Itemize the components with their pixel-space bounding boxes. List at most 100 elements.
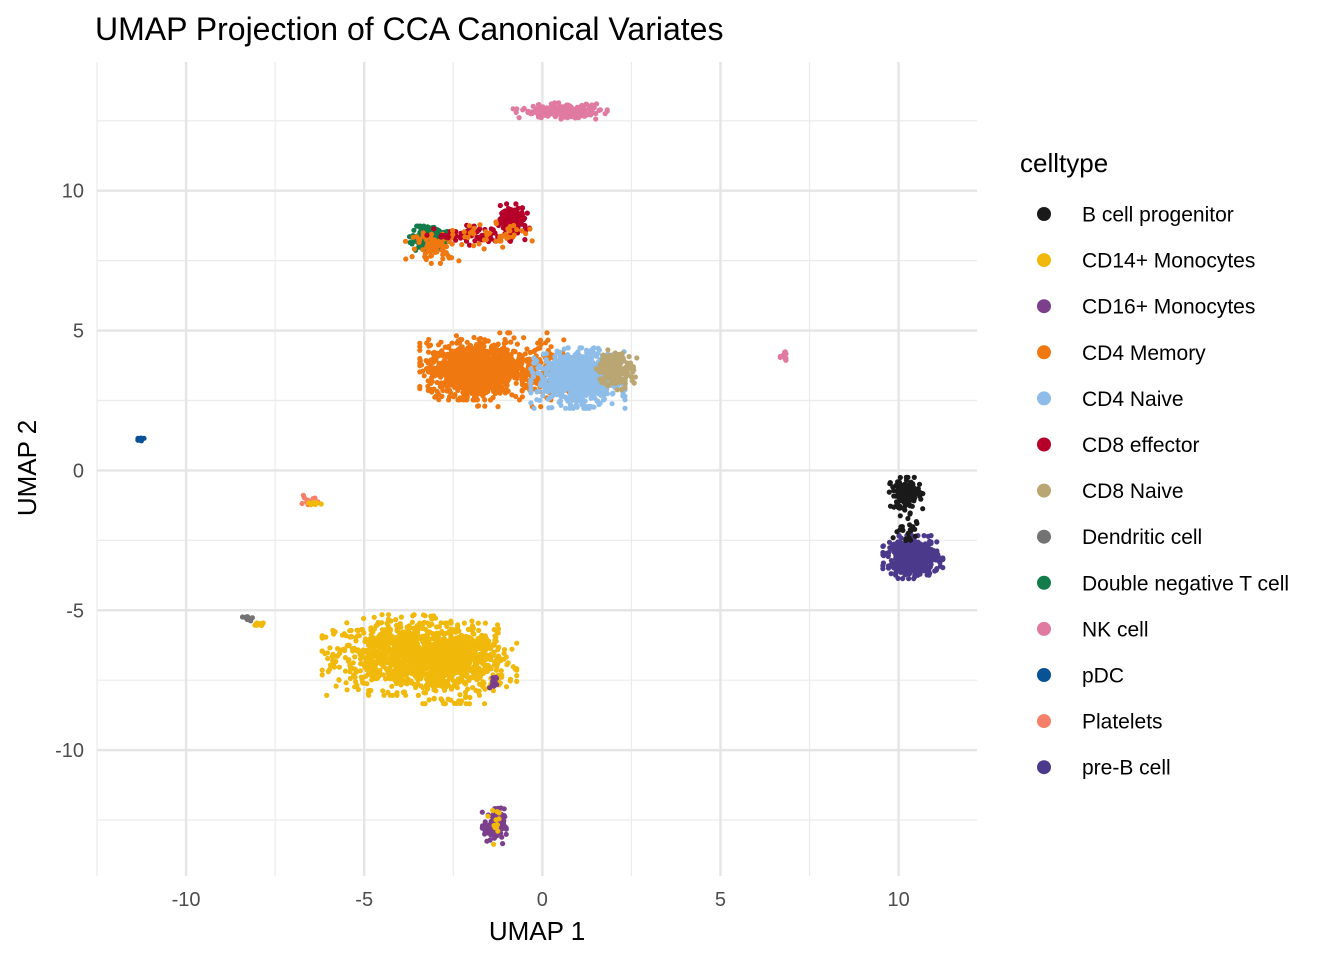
point-cd14-monocytes: [324, 692, 330, 698]
point-b-cell-progenitor: [906, 495, 913, 501]
point-cd4-memory: [437, 260, 443, 266]
point-cd14-monocytes: [355, 686, 361, 693]
point-cd14-monocytes: [409, 667, 415, 673]
point-cd14-monocytes: [366, 692, 372, 698]
point-b-cell-progenitor: [891, 487, 897, 494]
point-cd4-memory: [548, 344, 554, 350]
point-cd14-monocytes: [374, 674, 380, 680]
point-cd4-memory: [453, 381, 459, 387]
point-cd4-naive: [571, 385, 577, 391]
point-cd14-monocytes: [437, 681, 443, 687]
point-cd16-monocytes: [500, 841, 506, 847]
point-cd14-monocytes: [387, 626, 393, 632]
point-cd14-monocytes: [457, 692, 463, 698]
point-nk-cell: [593, 116, 599, 122]
scatter-points: [135, 100, 946, 847]
point-nk-cell: [583, 111, 589, 117]
point-cd14-monocytes: [471, 631, 477, 637]
point-cd14-monocytes: [475, 620, 481, 626]
point-cd14-monocytes: [385, 689, 391, 696]
point-cd8-naive: [605, 347, 611, 353]
point-cd14-monocytes: [448, 634, 454, 641]
point-cd14-monocytes: [365, 663, 372, 669]
point-cd14-monocytes: [389, 654, 395, 660]
point-cd14-monocytes: [488, 651, 494, 657]
point-cd4-memory: [462, 234, 468, 240]
point-cd4-memory: [461, 361, 468, 368]
point-b-cell-progenitor: [911, 474, 917, 480]
point-cd14-monocytes: [446, 628, 452, 634]
point-cd4-naive: [552, 354, 558, 360]
point-cd14-monocytes: [419, 638, 426, 644]
point-nk-cell: [561, 105, 567, 111]
point-cd14-monocytes: [447, 672, 453, 678]
point-cd14-monocytes: [422, 613, 428, 619]
point-cd4-memory: [485, 338, 491, 344]
point-cd14-monocytes: [396, 638, 402, 644]
point-cd14-monocytes: [436, 624, 442, 630]
point-cd14-monocytes: [369, 640, 375, 646]
point-cd14-monocytes: [438, 696, 444, 702]
point-nk-cell: [556, 107, 563, 113]
point-cd14-monocytes: [475, 669, 481, 675]
point-cd8-effector: [431, 226, 437, 232]
point-cd14-monocytes: [372, 665, 379, 672]
point-cd4-naive: [584, 385, 590, 391]
point-cd14-monocytes: [448, 646, 454, 652]
point-nk-cell: [553, 112, 559, 118]
point-cd14-monocytes: [456, 698, 462, 704]
point-nk-cell: [602, 111, 608, 117]
point-cd14-monocytes: [471, 639, 477, 645]
point-cd14-monocytes: [480, 661, 486, 667]
point-cd14-monocytes: [360, 661, 367, 667]
point-cd4-naive: [528, 383, 534, 390]
point-cd8-effector: [513, 201, 519, 207]
point-cd14-monocytes: [376, 660, 382, 666]
point-nk-cell: [783, 355, 789, 361]
point-cd14-monocytes: [395, 634, 401, 640]
point-cd14-monocytes: [394, 654, 400, 660]
point-cd4-naive: [568, 368, 574, 374]
point-cd14-monocytes: [380, 654, 386, 660]
point-cd14-monocytes: [346, 657, 352, 663]
point-cd14-monocytes: [443, 638, 449, 644]
point-cd14-monocytes: [481, 666, 487, 672]
point-cd14-monocytes: [319, 648, 325, 654]
point-cd14-monocytes: [344, 687, 350, 693]
point-cd4-memory: [425, 349, 432, 355]
point-cd14-monocytes: [352, 684, 358, 690]
point-cd4-memory: [500, 233, 506, 239]
point-cd14-monocytes: [394, 676, 400, 682]
point-cd4-memory: [421, 373, 427, 379]
point-cd4-naive: [549, 405, 555, 411]
point-cd4-memory: [499, 371, 506, 378]
point-cd4-memory: [447, 358, 453, 364]
point-cd4-naive: [531, 405, 537, 411]
point-cd8-effector: [499, 214, 505, 220]
point-cd14-monocytes: [413, 661, 419, 667]
point-cd14-monocytes: [414, 641, 421, 647]
point-cd14-monocytes: [501, 650, 507, 657]
point-cd4-memory: [422, 251, 428, 257]
point-cd16-monocytes: [482, 819, 488, 825]
point-cd4-memory: [426, 343, 432, 349]
point-cd14-monocytes: [498, 668, 504, 674]
point-cd4-memory: [464, 388, 470, 394]
point-cd14-monocytes: [319, 634, 325, 640]
point-cd14-monocytes: [404, 681, 410, 687]
point-cd14-monocytes: [457, 661, 463, 667]
point-cd4-naive: [589, 380, 595, 386]
point-cd4-naive: [622, 405, 628, 411]
point-cd14-monocytes: [408, 678, 414, 684]
point-cd14-monocytes: [494, 622, 501, 628]
point-cd14-monocytes: [422, 690, 429, 696]
point-cd4-naive: [539, 380, 546, 386]
point-cd4-naive: [578, 357, 584, 363]
point-cd4-naive: [586, 374, 592, 381]
point-cd4-memory: [480, 387, 486, 394]
point-cd4-memory: [475, 403, 481, 409]
point-cd16-monocytes: [501, 806, 507, 812]
point-cd4-naive: [537, 397, 543, 403]
point-cd14-monocytes: [422, 701, 428, 707]
point-cd8-effector: [505, 206, 511, 212]
